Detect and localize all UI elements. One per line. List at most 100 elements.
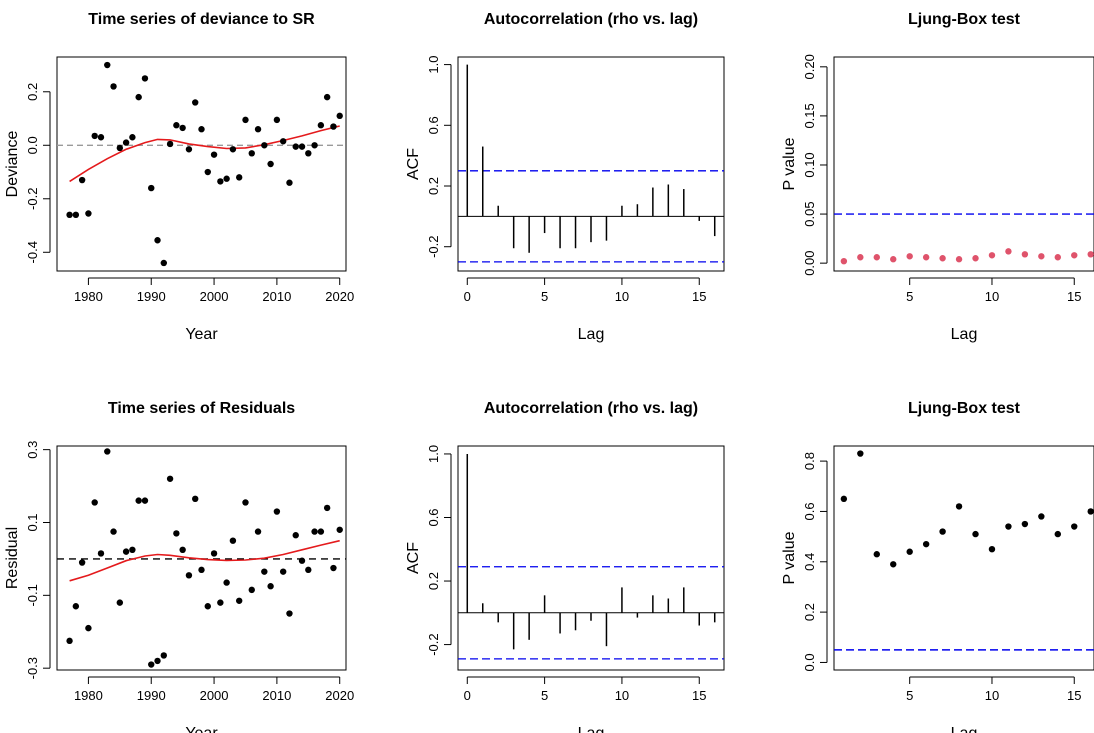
data-point <box>217 178 223 184</box>
data-point <box>1088 508 1094 514</box>
data-point <box>1005 523 1011 529</box>
x-axis: 1980 1990 2000 2010 2020 <box>74 677 354 703</box>
chart-title: Time series of Residuals <box>108 400 295 417</box>
data-point <box>161 260 167 266</box>
x-tick-label: 1990 <box>137 289 166 304</box>
data-point <box>337 113 343 119</box>
x-tick-label: 1990 <box>137 688 166 703</box>
data-point <box>123 548 129 554</box>
plot-frame <box>57 57 346 271</box>
data-point <box>192 99 198 105</box>
x-tick-label: 2000 <box>200 688 229 703</box>
chart-title: Time series of deviance to SR <box>88 11 315 28</box>
data-point <box>1022 521 1028 527</box>
data-point <box>154 658 160 664</box>
x-tick-label: 15 <box>1067 688 1081 703</box>
x-axis-label: Year <box>185 725 218 733</box>
x-axis: 5 10 15 <box>906 278 1081 304</box>
data-point <box>173 122 179 128</box>
x-tick-label: 10 <box>985 688 999 703</box>
data-point <box>249 587 255 593</box>
x-tick-label: 15 <box>692 688 706 703</box>
plot-area <box>458 65 724 262</box>
data-point <box>299 558 305 564</box>
data-point <box>956 256 962 262</box>
data-point <box>274 508 280 514</box>
y-tick-label: -0.2 <box>25 188 40 210</box>
x-tick-label: 10 <box>615 289 629 304</box>
x-tick-label: 5 <box>541 688 548 703</box>
data-point <box>91 133 97 139</box>
x-tick-label: 5 <box>906 688 913 703</box>
y-tick-label: 1.0 <box>426 56 441 74</box>
y-axis-label: Deviance <box>4 131 21 198</box>
y-tick-label: 0.4 <box>802 553 817 571</box>
data-point <box>148 661 154 667</box>
panel-p4: Time series of Residuals 1980 1990 2000 2010… <box>4 400 354 733</box>
x-tick-label: 1980 <box>74 289 103 304</box>
data-point <box>939 528 945 534</box>
chart-title: Autocorrelation (rho vs. lag) <box>484 11 698 28</box>
x-tick-label: 2010 <box>262 688 291 703</box>
data-point <box>135 497 141 503</box>
data-point <box>98 134 104 140</box>
data-point <box>223 176 229 182</box>
x-tick-label: 0 <box>464 289 471 304</box>
data-point <box>167 476 173 482</box>
x-axis-label: Lag <box>951 725 978 733</box>
data-point <box>857 254 863 260</box>
data-point <box>104 62 110 68</box>
plot-area <box>834 450 1094 650</box>
data-point <box>236 598 242 604</box>
data-point <box>1038 253 1044 259</box>
data-point <box>330 565 336 571</box>
chart-title: Ljung-Box test <box>908 400 1021 417</box>
data-point <box>286 610 292 616</box>
data-point <box>923 541 929 547</box>
data-point <box>161 652 167 658</box>
plot-area <box>57 62 346 266</box>
x-tick-label: 2010 <box>262 289 291 304</box>
data-point <box>857 450 863 456</box>
data-point <box>318 122 324 128</box>
data-point <box>211 151 217 157</box>
x-tick-label: 10 <box>985 289 999 304</box>
data-point <box>841 258 847 264</box>
data-point <box>66 638 72 644</box>
y-tick-label: 0.6 <box>802 502 817 520</box>
y-axis: -0.4 -0.2 0.0 0.2 <box>25 83 50 264</box>
data-point <box>73 212 79 218</box>
data-point <box>311 142 317 148</box>
panel-p5: Autocorrelation (rho vs. lag) 0 5 10 15 Lag -0… <box>405 400 724 733</box>
y-tick-label: 0.0 <box>802 653 817 671</box>
y-axis-label: Residual <box>4 527 21 589</box>
data-point <box>874 551 880 557</box>
data-point <box>890 256 896 262</box>
data-point <box>217 599 223 605</box>
data-point <box>906 253 912 259</box>
x-tick-label: 2020 <box>325 688 354 703</box>
data-point <box>267 583 273 589</box>
data-point <box>110 528 116 534</box>
y-tick-label: 0.2 <box>802 603 817 621</box>
plot-area <box>834 214 1094 264</box>
y-tick-label: -0.1 <box>25 584 40 606</box>
x-tick-label: 15 <box>692 289 706 304</box>
y-tick-label: -0.3 <box>25 657 40 679</box>
data-point <box>1055 531 1061 537</box>
data-point <box>173 530 179 536</box>
data-point <box>230 537 236 543</box>
data-point <box>249 150 255 156</box>
x-axis-label: Lag <box>951 326 978 343</box>
data-point <box>179 547 185 553</box>
y-tick-label: 0.3 <box>25 441 40 459</box>
data-point <box>223 579 229 585</box>
data-point <box>337 527 343 533</box>
data-point <box>293 532 299 538</box>
data-point <box>104 448 110 454</box>
chart-title: Ljung-Box test <box>908 11 1021 28</box>
data-point <box>230 146 236 152</box>
data-point <box>117 599 123 605</box>
chart-title: Autocorrelation (rho vs. lag) <box>484 400 698 417</box>
